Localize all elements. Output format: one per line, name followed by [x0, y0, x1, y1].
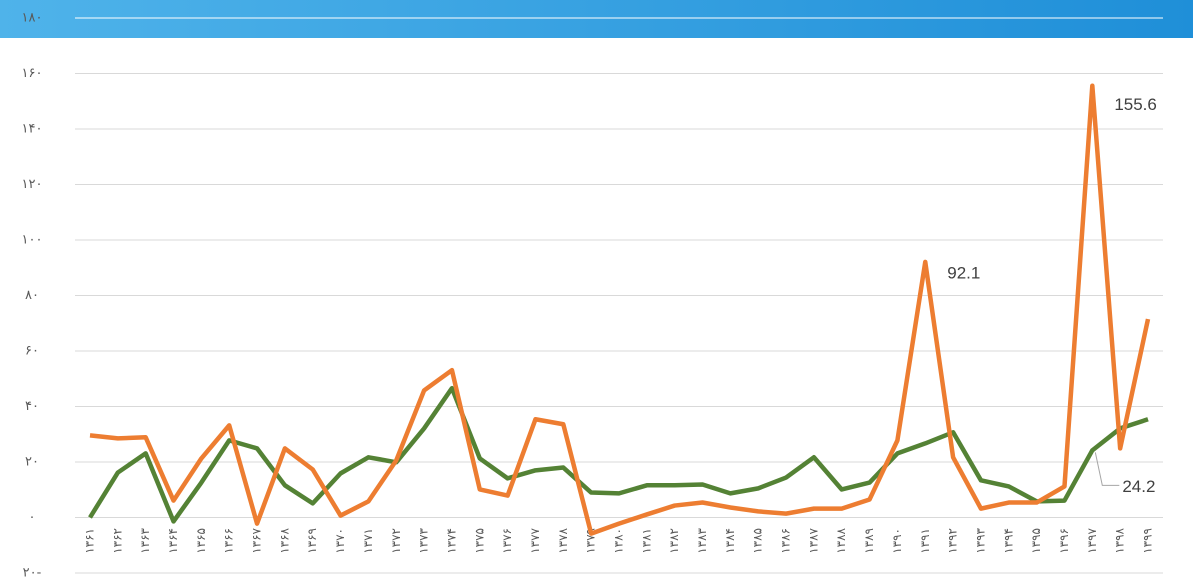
y-tick-label: ۰ [29, 510, 36, 525]
x-tick-label: ۱۳۹۸ [1113, 527, 1127, 553]
x-tick-label: ۱۳۷۶ [500, 528, 514, 554]
y-tick-label: ۴۰ [25, 399, 39, 414]
y-tick-label: ۱۰۰ [22, 233, 43, 248]
x-tick-label: ۱۳۹۶ [1057, 528, 1071, 554]
x-tick-label: ۱۳۸۷ [806, 527, 820, 553]
x-tick-label: ۱۳۶۳ [138, 527, 152, 553]
x-tick-label: ۱۳۹۷ [1085, 527, 1099, 553]
x-tick-label: ۱۳۷۸ [556, 527, 570, 553]
x-tick-label: ۱۳۸۱ [639, 528, 653, 554]
data-label: 92.1 [947, 263, 980, 282]
header-band [0, 0, 1193, 38]
x-tick-label: ۱۳۸۹ [862, 528, 876, 554]
leader-line [1094, 452, 1120, 486]
x-tick-label: ۱۳۶۲ [110, 528, 124, 554]
x-tick-label: ۱۳۶۸ [277, 527, 291, 553]
x-tick-label: ۱۳۶۶ [222, 528, 236, 554]
y-tick-label: ۶۰ [25, 344, 39, 359]
y-tick-label: ۸۰ [25, 288, 39, 303]
x-tick-label: ۱۳۸۸ [834, 527, 848, 553]
x-tick-label: ۱۳۶۴ [166, 528, 180, 554]
y-tick-label: ۱۸۰ [22, 11, 43, 26]
data-label: 24.2 [1122, 477, 1155, 496]
x-tick-label: ۱۳۸۵ [751, 528, 765, 554]
x-tick-label: ۱۳۷۳ [417, 527, 431, 553]
x-tick-label: ۱۳۸۰ [612, 528, 626, 554]
x-tick-label: ۱۳۹۲ [946, 528, 960, 554]
x-tick-label: ۱۳۹۰ [890, 528, 904, 554]
data-label: 155.6 [1114, 95, 1157, 114]
x-tick-label: ۱۳۹۳ [973, 527, 987, 553]
x-tick-label: ۱۳۷۱ [361, 528, 375, 554]
y-tick-label: ۱۲۰ [22, 177, 43, 192]
x-tick-label: ۱۳۸۴ [723, 528, 737, 554]
x-tick-label: ۱۳۷۲ [389, 528, 403, 554]
x-tick-label: ۱۳۸۲ [667, 528, 681, 554]
x-tick-label: ۱۳۶۹ [305, 528, 319, 554]
y-tick-label: ۱۶۰ [22, 66, 43, 81]
x-tick-label: ۱۳۷۴ [444, 528, 458, 554]
x-tick-label: ۱۳۸۳ [695, 527, 709, 553]
y-tick-label: ۲۰- [23, 566, 42, 580]
y-tick-label: ۲۰ [25, 455, 39, 470]
x-tick-label: ۱۳۷۷ [528, 527, 542, 553]
x-tick-label: ۱۳۶۷ [250, 527, 264, 553]
x-tick-label: ۱۳۹۹ [1141, 528, 1155, 554]
x-tick-label: ۱۳۹۱ [918, 528, 932, 554]
x-tick-label: ۱۳۷۵ [472, 528, 486, 554]
data-line [88, 385, 1149, 524]
x-tick-label: ۱۳۹۵ [1029, 528, 1043, 554]
x-tick-label: ۱۳۸۶ [779, 528, 793, 554]
data-line [89, 83, 1151, 536]
x-tick-label: ۱۳۷۰ [333, 528, 347, 554]
x-tick-label: ۱۳۶۵ [194, 528, 208, 554]
y-tick-label: ۱۴۰ [22, 122, 43, 137]
x-tick-label: ۱۳۶۱ [83, 528, 97, 554]
x-tick-label: ۱۳۹۴ [1001, 528, 1015, 554]
